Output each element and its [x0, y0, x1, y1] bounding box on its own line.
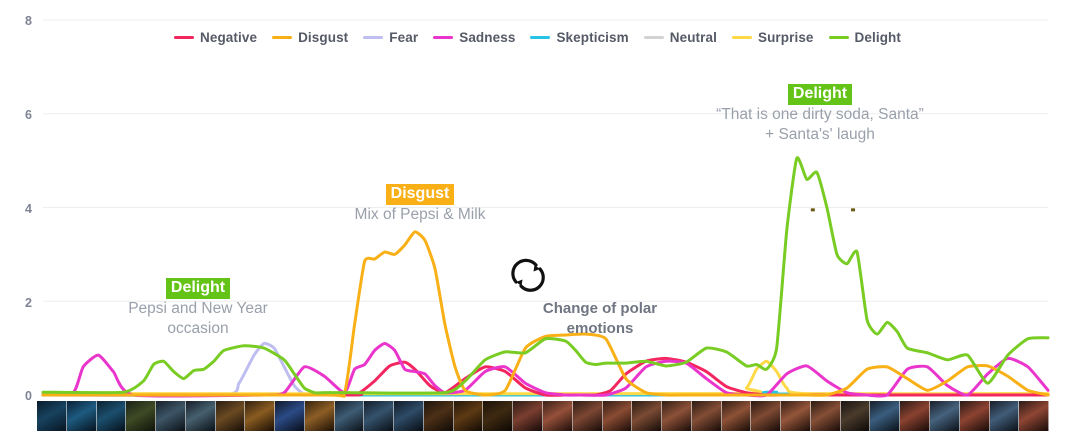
filmstrip-frame[interactable]	[781, 401, 811, 431]
filmstrip-frame[interactable]	[37, 401, 67, 431]
filmstrip-frame[interactable]	[215, 401, 246, 431]
filmstrip-frame[interactable]	[275, 401, 305, 431]
filmstrip-frame[interactable]	[929, 401, 960, 431]
filmstrip-frame[interactable]	[840, 401, 871, 431]
filmstrip-frame[interactable]	[751, 401, 782, 431]
filmstrip-frame[interactable]	[483, 401, 514, 431]
series-line-sadness	[41, 341, 1050, 398]
filmstrip-frame[interactable]	[513, 401, 544, 431]
series-line-negative	[41, 356, 1050, 397]
filmstrip-frame[interactable]	[691, 401, 722, 431]
annotation-tag: Delight	[787, 84, 853, 106]
filmstrip-frame[interactable]	[334, 401, 365, 431]
cycle-icon	[505, 255, 695, 295]
filmstrip-frame[interactable]	[870, 401, 901, 431]
annotation-change-of-polar-emotions: Change of polar emotions	[505, 255, 695, 338]
filmstrip-frame[interactable]	[632, 401, 663, 431]
annotation-text: Change of polar emotions	[542, 300, 658, 337]
data-marker	[810, 208, 815, 212]
filmstrip-frame[interactable]	[453, 401, 484, 431]
filmstrip-frame[interactable]	[721, 401, 752, 431]
filmstrip-frame[interactable]	[810, 401, 841, 431]
y-axis-tick: 0	[25, 389, 32, 403]
filmstrip-frame[interactable]	[602, 401, 633, 431]
video-timeline-filmstrip[interactable]	[37, 400, 1049, 431]
filmstrip-frame[interactable]	[423, 401, 454, 431]
annotation-disgust-pepsi-milk: Disgust Mix of Pepsi & Milk	[320, 184, 520, 225]
annotation-tag: Disgust	[385, 184, 455, 206]
filmstrip-frame[interactable]	[543, 401, 573, 431]
y-axis-tick: 6	[25, 108, 32, 122]
filmstrip-frame[interactable]	[245, 401, 276, 431]
plot-area	[41, 19, 1050, 398]
filmstrip-frame[interactable]	[662, 401, 692, 431]
filmstrip-frame[interactable]	[185, 401, 216, 431]
annotation-text: “That is one dirty soda, Santa” + Santa'…	[716, 106, 924, 144]
filmstrip-frame[interactable]	[394, 401, 424, 431]
y-axis-tick: 4	[25, 202, 32, 216]
filmstrip-frame[interactable]	[126, 401, 157, 431]
annotation-delight-dirty-soda: Delight “That is one dirty soda, Santa” +…	[680, 84, 960, 145]
filmstrip-frame[interactable]	[66, 401, 97, 431]
filmstrip-frame[interactable]	[572, 401, 603, 431]
filmstrip-frame[interactable]	[959, 401, 990, 431]
annotation-delight-pepsi-newyear: Delight Pepsi and New Year occasion	[108, 278, 288, 339]
annotation-text: Mix of Pepsi & Milk	[354, 206, 486, 224]
series-line-disgust	[41, 230, 1050, 398]
filmstrip-frame[interactable]	[900, 401, 930, 431]
filmstrip-frame[interactable]	[1019, 401, 1049, 431]
filmstrip-frame[interactable]	[304, 401, 335, 431]
data-marker	[851, 208, 856, 212]
filmstrip-frame[interactable]	[156, 401, 186, 431]
y-axis-tick: 8	[25, 14, 32, 28]
filmstrip-frame[interactable]	[989, 401, 1020, 431]
filmstrip-frame[interactable]	[96, 401, 127, 431]
annotation-text: Pepsi and New Year occasion	[128, 300, 268, 338]
y-axis-tick: 2	[25, 296, 32, 310]
series-line-surprise	[41, 359, 1050, 396]
filmstrip-frame[interactable]	[364, 401, 395, 431]
annotation-tag: Delight	[165, 278, 231, 300]
series-line-delight	[41, 156, 1050, 395]
